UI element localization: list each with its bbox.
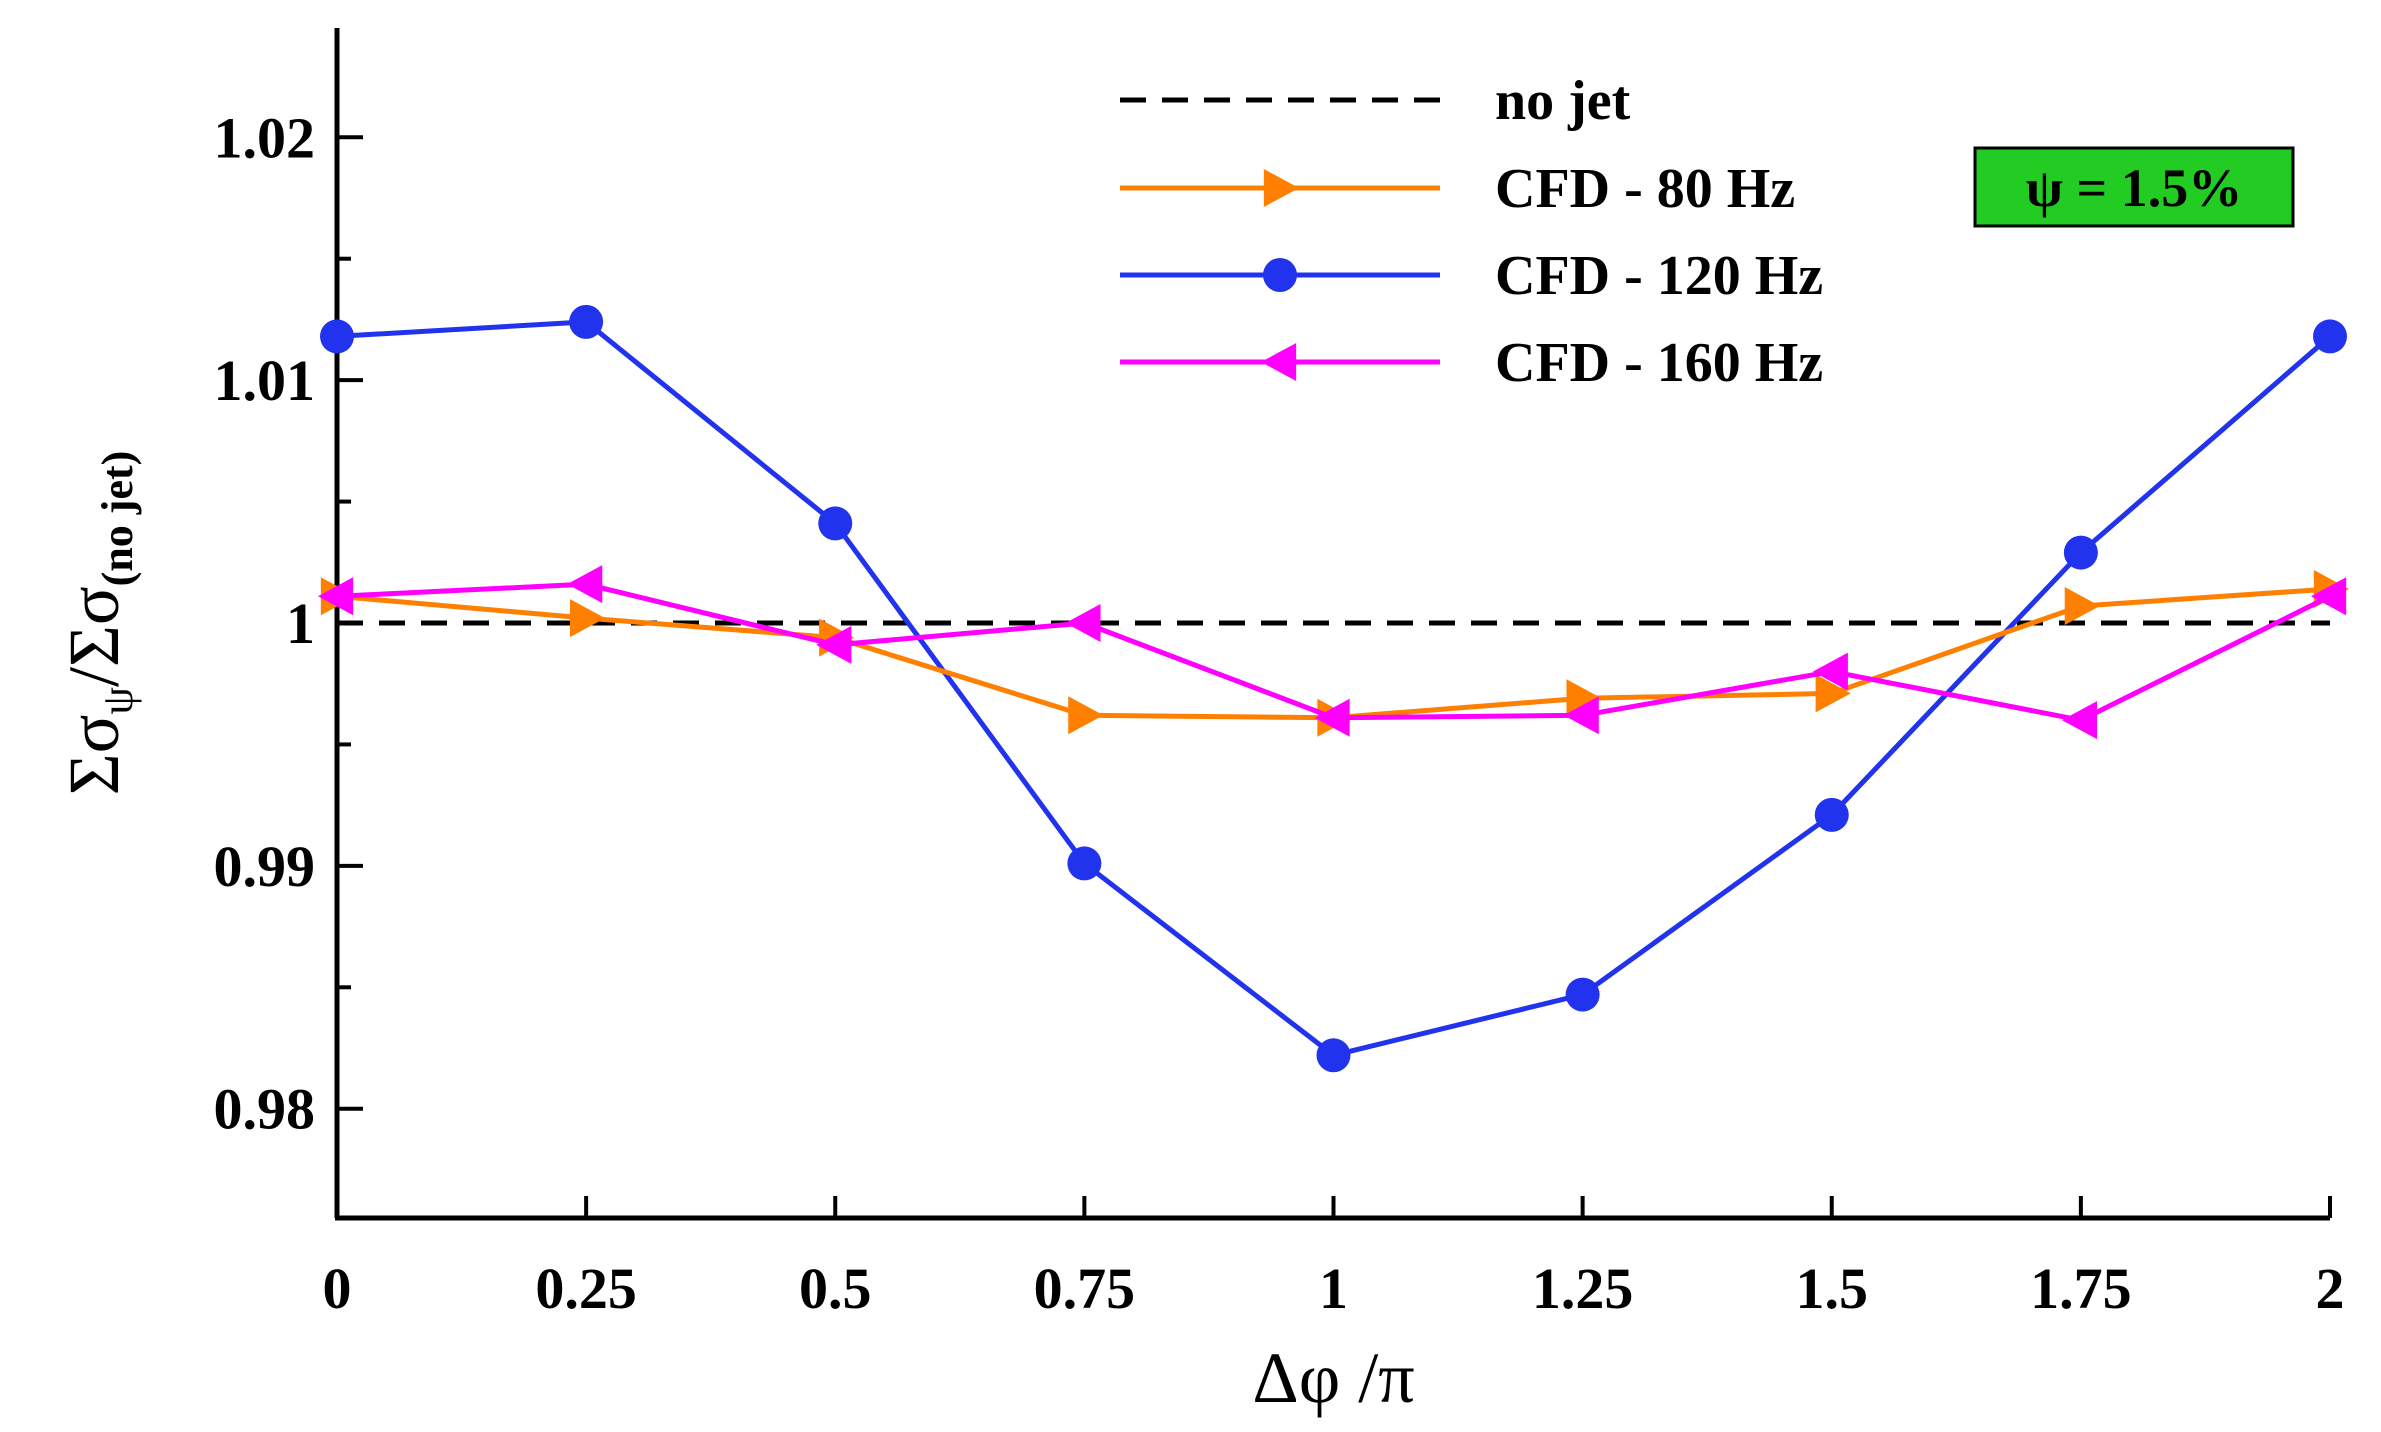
legend-item-no-jet: no jet xyxy=(1120,70,1631,132)
y-title-sub-psi: ψ xyxy=(93,687,142,715)
data-point-cfd-120-hz xyxy=(1067,846,1102,881)
x-tick-label: 0.25 xyxy=(535,1256,637,1321)
y-tick-label: 0.98 xyxy=(214,1077,316,1142)
data-point-cfd-160-hz xyxy=(318,577,354,616)
data-point-cfd-160-hz xyxy=(2061,701,2098,740)
legend: no jet CFD - 80 Hz CFD - 120 Hz CFD - 160 H… xyxy=(1120,70,1823,394)
data-point-cfd-80-hz xyxy=(1815,674,1851,713)
svg-text:Σσψ/Σσ(no jet): Σσψ/Σσ(no jet) xyxy=(54,451,142,796)
legend-swatch-marker xyxy=(1263,169,1299,207)
data-point-cfd-160-hz xyxy=(1065,604,1101,642)
data-point-cfd-160-hz xyxy=(1812,652,1848,691)
y-tick-label: 0.99 xyxy=(214,834,316,899)
legend-label: CFD - 120 Hz xyxy=(1495,245,1823,307)
data-point-cfd-160-hz xyxy=(816,625,852,664)
x-tick-label: 2 xyxy=(2316,1256,2345,1321)
x-tick-label: 1 xyxy=(1319,1256,1348,1321)
data-point-cfd-160-hz xyxy=(1314,698,1350,737)
data-series xyxy=(318,304,2349,1073)
data-point-cfd-120-hz xyxy=(2313,319,2347,354)
series-cfd-160-hz xyxy=(318,565,2347,740)
legend-item-cfd-160-hz: CFD - 160 Hz xyxy=(1120,332,1823,394)
data-point-cfd-120-hz xyxy=(320,319,354,354)
annotation-text: ψ = 1.5% xyxy=(2026,158,2242,218)
x-tick-label: 1.5 xyxy=(1796,1256,1869,1321)
legend-swatch-marker xyxy=(1263,258,1297,292)
data-point-cfd-80-hz xyxy=(569,599,606,638)
legend-label: CFD - 160 Hz xyxy=(1495,332,1823,394)
legend-label: no jet xyxy=(1495,70,1631,132)
data-point-cfd-80-hz xyxy=(1068,696,1104,735)
data-point-cfd-120-hz xyxy=(569,304,604,339)
y-title-sigma-1: Σσ xyxy=(54,715,134,796)
data-point-cfd-120-hz xyxy=(1316,1038,1351,1073)
x-axis-title: Δφ /π xyxy=(1252,1338,1414,1418)
data-point-cfd-160-hz xyxy=(1563,696,1599,735)
data-point-cfd-120-hz xyxy=(818,506,853,541)
legend-swatch-marker xyxy=(1261,343,1297,381)
data-point-cfd-120-hz xyxy=(1814,797,1849,832)
tick-marks: 0 0.25 0.5 0.75 1 1.25 1.5 1.75 2 0.98 0.99 1 1.01 1.… xyxy=(214,105,2345,1321)
data-point-cfd-160-hz xyxy=(567,565,603,604)
y-tick-label: 1 xyxy=(286,591,315,656)
legend-label: CFD - 80 Hz xyxy=(1495,158,1795,220)
x-tick-label: 0.5 xyxy=(799,1256,872,1321)
x-tick-label: 0 xyxy=(323,1256,352,1321)
annotation-box xyxy=(1973,146,2295,228)
x-tick-label: 1.25 xyxy=(1532,1256,1634,1321)
legend-item-cfd-80-hz: CFD - 80 Hz xyxy=(1120,158,1795,220)
y-axis-title: Σσψ/Σσ(no jet) xyxy=(54,451,142,796)
y-title-sub-no-jet: (no jet) xyxy=(93,451,142,587)
data-point-cfd-120-hz xyxy=(1565,977,1600,1012)
x-tick-label: 0.75 xyxy=(1034,1256,1136,1321)
data-point-cfd-120-hz xyxy=(2063,535,2098,570)
y-title-slash: / xyxy=(54,667,134,687)
data-point-cfd-80-hz xyxy=(1566,679,1602,718)
y-title-sigma-2: Σσ xyxy=(54,586,134,667)
legend-item-cfd-120-hz: CFD - 120 Hz xyxy=(1120,245,1823,307)
series-cfd-120-hz xyxy=(320,304,2347,1073)
psi-annotation: ψ = 1.5% xyxy=(1973,146,2295,228)
x-tick-label: 1.75 xyxy=(2030,1256,2132,1321)
y-tick-label: 1.01 xyxy=(214,348,316,413)
data-point-cfd-160-hz xyxy=(2311,577,2347,616)
series-line-cfd-120-hz xyxy=(336,319,2332,1058)
data-point-cfd-80-hz xyxy=(2064,587,2100,625)
y-tick-label: 1.02 xyxy=(214,105,316,170)
